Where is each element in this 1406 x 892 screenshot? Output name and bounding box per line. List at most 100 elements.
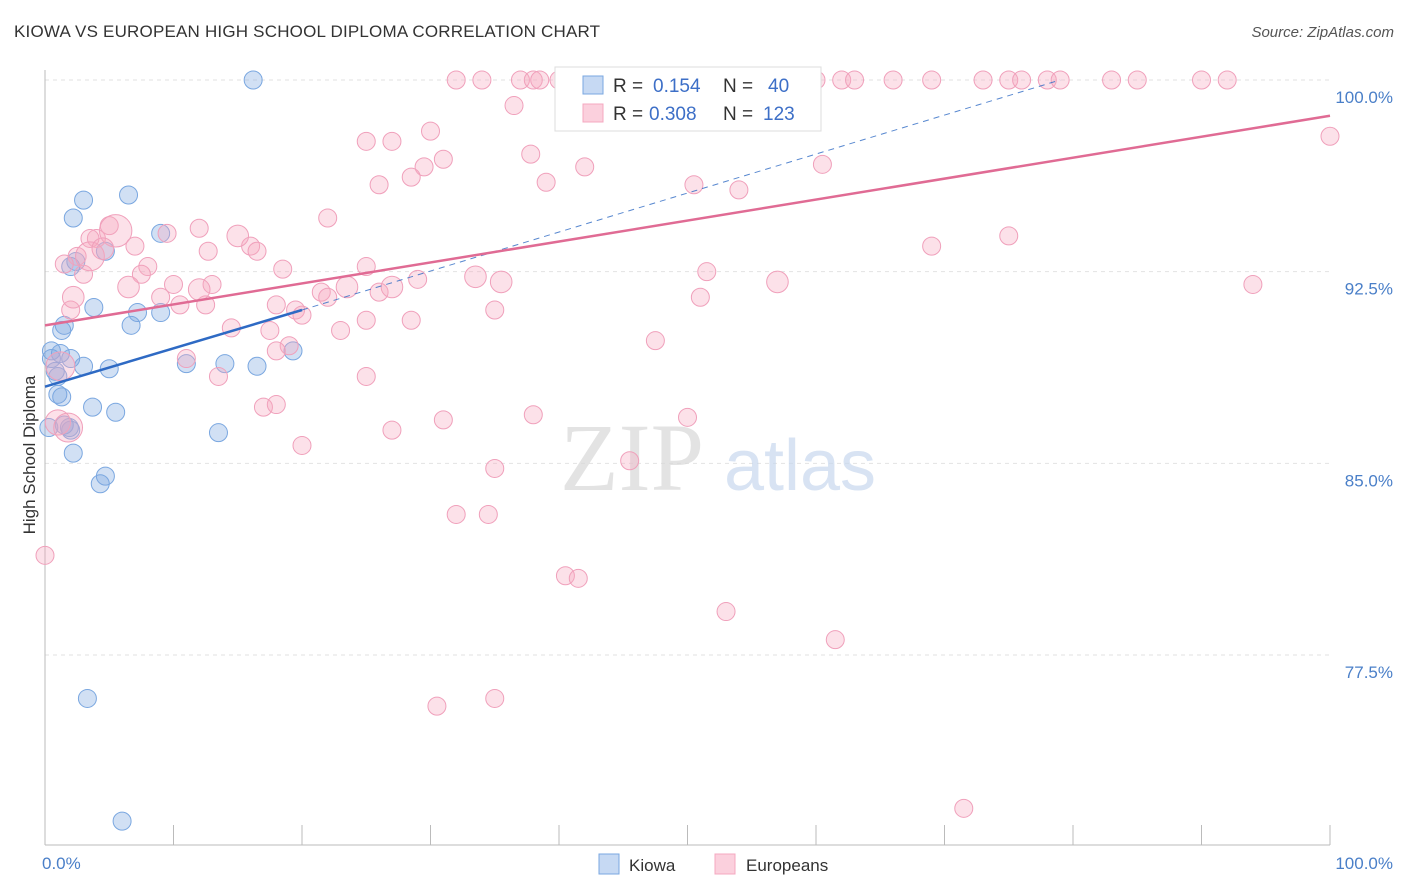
europeans-point-111	[44, 409, 71, 436]
europeans-point-76	[645, 331, 665, 351]
europeans-point-33	[433, 149, 453, 169]
europeans-point-83	[266, 341, 286, 361]
europeans-point-74	[292, 305, 312, 325]
y-tick-label-0: 100.0%	[1335, 88, 1393, 107]
europeans-point-15	[845, 70, 865, 90]
europeans-point-112	[53, 412, 84, 443]
europeans-point-1	[472, 70, 492, 90]
stats-r-kiowa: 0.154	[653, 76, 701, 97]
europeans-point-110	[45, 351, 76, 382]
europeans-point-93	[292, 435, 312, 455]
europeans-point-39	[369, 175, 389, 195]
europeans-point-60	[151, 287, 171, 307]
europeans-point-103	[485, 688, 505, 708]
axes	[44, 70, 1331, 846]
europeans-point-26	[1217, 70, 1237, 90]
kiowa-point-35	[41, 349, 61, 369]
europeans-point-108	[74, 264, 94, 284]
europeans-point-79	[331, 320, 351, 340]
europeans-point-120	[380, 275, 404, 299]
europeans-point-81	[401, 310, 421, 330]
europeans-point-40	[684, 175, 704, 195]
europeans-point-29	[421, 121, 440, 141]
europeans-point-95	[485, 458, 505, 478]
europeans-point-104	[954, 798, 974, 818]
europeans-point-75	[485, 300, 505, 320]
europeans-point-115	[61, 285, 85, 309]
europeans-point-47	[125, 236, 145, 256]
kiowa-point-1	[119, 185, 139, 205]
kiowa-point-27	[106, 402, 126, 422]
europeans-point-86	[356, 366, 376, 386]
europeans-point-82	[279, 336, 299, 356]
europeans-point-88	[266, 395, 286, 415]
europeans-point-117	[117, 275, 140, 299]
kiowa-point-3	[63, 208, 83, 228]
europeans-point-42	[318, 208, 338, 228]
europeans-point-116	[226, 224, 250, 248]
stats-n-europeans: 123	[763, 104, 795, 125]
europeans-point-25	[1192, 70, 1211, 90]
kiowa-trend-line	[44, 308, 303, 388]
kiowa-trend-extension	[301, 79, 1061, 311]
europeans-point-59	[202, 274, 222, 294]
kiowa-point-28	[39, 418, 59, 438]
europeans-point-18	[973, 70, 993, 90]
legend-label-kiowa: Kiowa	[629, 856, 676, 875]
stats-r-label-kiowa: R =	[613, 76, 643, 97]
europeans-point-105	[1320, 126, 1340, 146]
europeans-point-97	[478, 504, 498, 524]
europeans-point-58	[164, 274, 183, 294]
stats-r-label-europeans: R =	[613, 104, 643, 125]
kiowa-point-0	[243, 70, 263, 90]
gridlines	[45, 79, 1330, 656]
europeans-point-67	[408, 269, 428, 289]
europeans-trend-line	[44, 114, 1331, 327]
kiowa-point-8	[84, 297, 104, 317]
europeans-point-71	[999, 226, 1019, 246]
x-tick-label-0: 0.0%	[42, 854, 81, 873]
europeans-point-92	[678, 407, 697, 427]
y-tick-label-2: 85.0%	[1345, 471, 1393, 490]
kiowa-point-25	[52, 387, 72, 407]
kiowa-point-13	[121, 315, 141, 335]
kiowa-point-23	[45, 361, 65, 381]
europeans-point-78	[260, 320, 280, 340]
kiowa-point-22	[283, 341, 303, 361]
tick-labels: 100.0% 92.5% 85.0% 77.5% 0.0% 100.0%	[42, 88, 1393, 873]
stats-n-label-kiowa: N =	[723, 76, 753, 97]
europeans-point-4	[530, 70, 550, 90]
stats-n-label-europeans: N =	[723, 104, 753, 125]
stats-swatch-europeans	[582, 103, 604, 123]
stats-swatch-kiowa	[582, 75, 604, 95]
europeans-point-24	[1127, 70, 1147, 90]
kiowa-point-26	[83, 397, 103, 417]
europeans-point-34	[414, 157, 434, 177]
europeans-point-16	[883, 70, 903, 90]
europeans-point-114	[91, 237, 115, 260]
stats-box: R = 0.154 N = 40 R = 0.308 N = 123	[554, 66, 822, 132]
europeans-point-23	[1102, 70, 1122, 90]
europeans-point-66	[369, 282, 389, 302]
kiowa-point-32	[208, 423, 228, 443]
europeans-point-43	[189, 218, 209, 238]
europeans-point-64	[311, 282, 331, 302]
europeans-point-41	[729, 180, 749, 200]
source-label: Source: ZipAtlas.com	[1251, 24, 1394, 41]
europeans-point-122	[489, 270, 513, 294]
europeans-point-91	[523, 405, 543, 425]
kiowa-point-2	[74, 190, 94, 210]
europeans-point-102	[427, 696, 447, 716]
europeans-point-0	[446, 70, 466, 90]
europeans-point-50	[54, 254, 74, 274]
y-tick-label-1: 92.5%	[1345, 280, 1393, 299]
europeans-point-36	[401, 167, 421, 187]
europeans-point-80	[356, 310, 376, 330]
europeans-point-85	[208, 366, 228, 386]
watermark: ZIP atlas	[560, 404, 876, 511]
europeans-point-101	[825, 630, 845, 650]
legend-swatch-europeans	[714, 853, 736, 875]
europeans-point-106	[35, 545, 55, 565]
stats-r-europeans: 0.308	[649, 104, 697, 125]
